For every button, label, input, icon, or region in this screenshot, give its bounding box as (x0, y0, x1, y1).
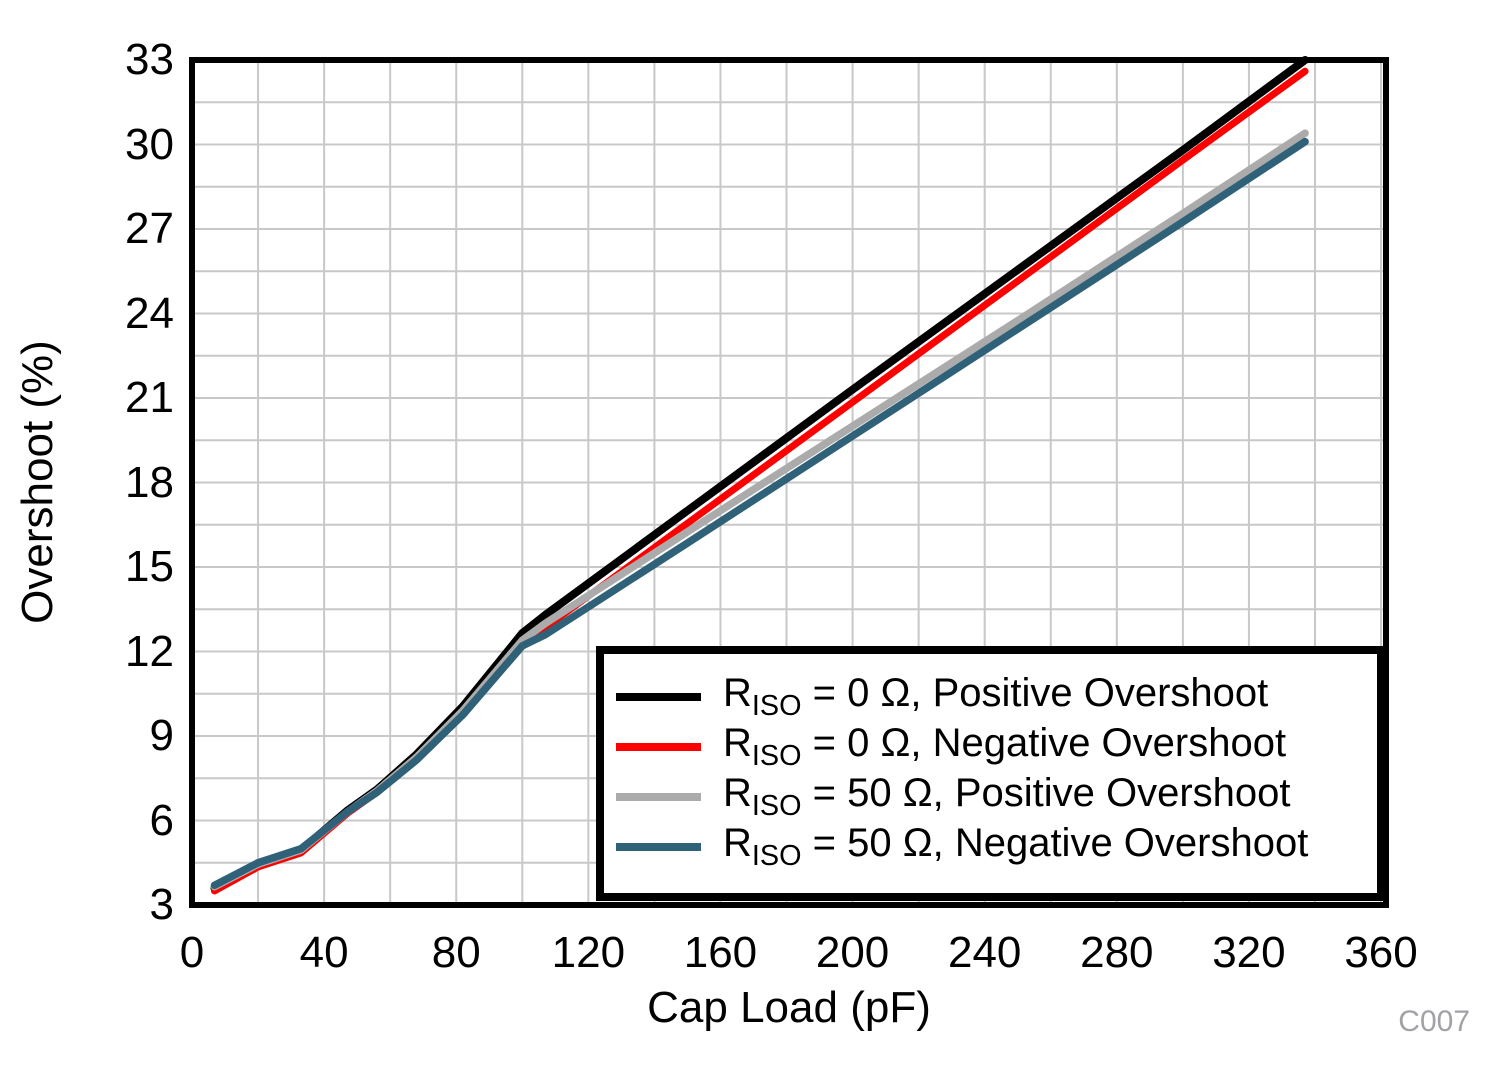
x-tick-label: 80 (431, 928, 481, 977)
x-tick-label: 200 (815, 928, 890, 977)
legend-entry: RISO = 0 Ω, Positive Overshoot (616, 671, 1377, 722)
x-tick-label: 360 (1344, 928, 1418, 977)
y-tick-label: 6 (149, 795, 174, 845)
legend-label: RISO = 50 Ω, Negative Overshoot (723, 821, 1309, 872)
legend-swatch (616, 743, 701, 751)
legend-entry: RISO = 0 Ω, Negative Overshoot (616, 721, 1377, 772)
legend-label: RISO = 0 Ω, Positive Overshoot (723, 671, 1269, 722)
y-tick-label: 30 (125, 119, 174, 169)
y-tick-label: 9 (149, 711, 174, 760)
legend-entry: RISO = 50 Ω, Negative Overshoot (616, 821, 1377, 872)
legend-swatch (616, 793, 701, 801)
y-tick-label: 21 (125, 373, 174, 422)
x-tick-label: 280 (1080, 928, 1154, 977)
y-tick-label: 15 (125, 542, 174, 591)
x-tick-label: 320 (1212, 928, 1286, 977)
legend-swatch (616, 843, 701, 851)
legend-swatch (616, 693, 701, 701)
series-line-3 (210, 137, 1309, 890)
x-tick-label: 40 (299, 928, 349, 977)
legend-label: RISO = 0 Ω, Negative Overshoot (723, 721, 1287, 772)
legend-box: RISO = 0 Ω, Positive Overshoot RISO = 0 Ω… (596, 646, 1385, 901)
x-axis-title: Cap Load (pF) (647, 983, 931, 1032)
x-tick-label: 160 (683, 928, 758, 977)
figure-code-watermark: C007 (1398, 1005, 1470, 1038)
x-tick-label: 120 (551, 928, 626, 977)
y-tick-label: 24 (125, 288, 174, 338)
y-tick-label: 33 (125, 35, 174, 84)
y-tick-label: 27 (125, 204, 174, 253)
y-tick-label: 3 (149, 880, 174, 929)
x-tick-label: 240 (947, 928, 1022, 977)
legend-entry: RISO = 50 Ω, Positive Overshoot (616, 771, 1377, 822)
plot-frame (189, 57, 1389, 908)
x-tick-label: 0 (179, 928, 205, 977)
y-tick-label: 12 (125, 626, 174, 676)
y-tick-label: 18 (125, 457, 174, 507)
y-axis-title: Overshoot (%) (13, 340, 62, 624)
legend-label: RISO = 50 Ω, Positive Overshoot (723, 771, 1291, 822)
